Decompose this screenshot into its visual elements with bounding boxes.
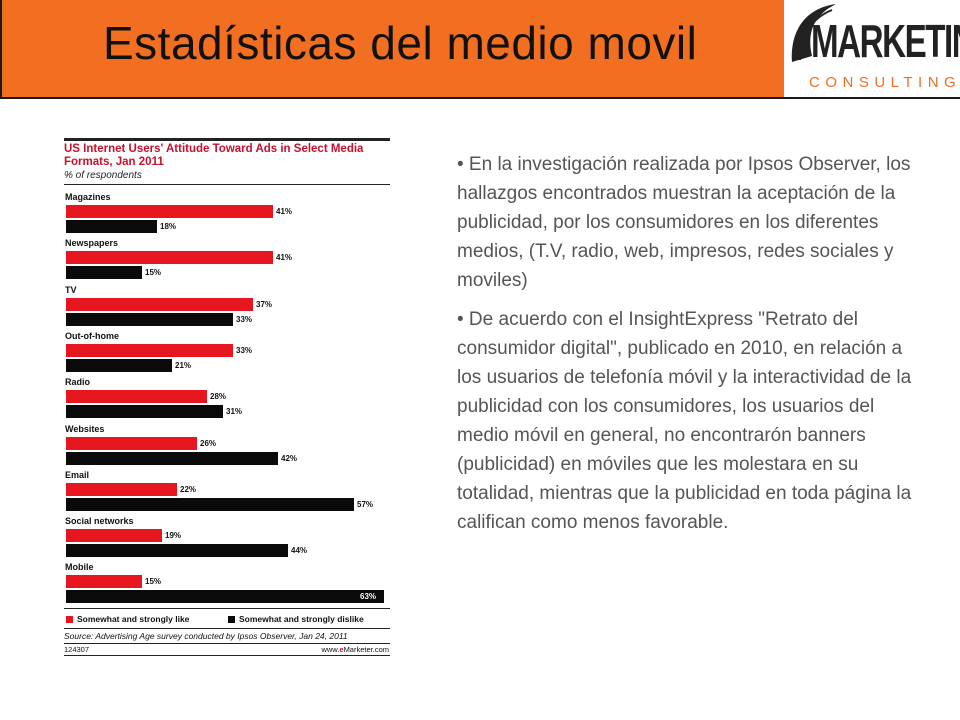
value-label: 57% [357,499,374,509]
logo-swoosh-icon [791,4,836,62]
bar-like [66,482,177,496]
chart-source: Source: Advertising Age survey conducted… [64,631,348,641]
value-label: 41% [276,253,293,263]
bar-dislike [66,544,288,558]
paragraph-insightexpress: • De acuerdo con el InsightExpress "Retr… [457,309,912,533]
chart-footer-id: 124307 [64,645,90,654]
value-label: 41% [276,207,293,216]
paragraph-ipsos: • En la investigación realizada por Ipso… [457,154,911,291]
bar-dislike [66,590,384,604]
value-label: 15% [145,268,162,278]
value-label: 19% [165,531,182,541]
legend-dislike-swatch [228,616,235,623]
value-label: 42% [281,453,298,463]
value-label: 33% [236,314,253,324]
chart-title: US Internet Users' Attitude Toward Ads i… [64,143,364,168]
bar-like [66,343,233,357]
logo-subtitle: CONSULTINGS [809,74,960,91]
value-label: 37% [256,299,273,309]
slide-header: Estadísticas del medio movil MARKETING C… [0,0,960,99]
bar-dislike [66,358,172,372]
bar-like [66,575,142,589]
chart-footer-rule [64,643,390,644]
bar-like [66,205,273,218]
category-label: TV [65,284,77,295]
chart-source-rule [64,628,390,629]
category-label: Social networks [65,516,134,527]
bar-dislike [66,497,354,511]
category-label: Websites [65,423,105,434]
bar-like [66,436,197,450]
category-label: Out-of-home [65,330,119,341]
body-text: • En la investigación realizada por Ipso… [457,150,927,547]
category-label: Mobile [65,562,94,573]
value-label: 18% [160,222,177,231]
category-label: Magazines [65,192,111,202]
value-label: 33% [236,345,253,355]
bar-like [66,390,207,404]
value-label: 22% [180,484,197,494]
bar-dislike [66,312,233,326]
value-label: 28% [210,392,227,402]
value-label: 21% [175,360,192,370]
slide-title: Estadísticas del medio movil [103,17,698,69]
chart-header-rule [64,184,390,185]
logo-wordmark: MARKETING [811,15,960,67]
chart-footer-site: www.eMarketer.com [321,645,389,654]
value-label: 63% [360,592,377,602]
header-divider [0,97,960,99]
bar-dislike [66,220,157,233]
value-label: 15% [145,577,162,587]
marketing-consultings-logo [786,0,960,97]
legend-dislike-label: Somewhat and strongly dislike [239,614,364,624]
bar-like [66,251,273,265]
category-label: Newspapers [65,238,119,249]
bar-like [66,529,162,543]
category-label: Email [65,469,90,480]
header-left-border [0,0,2,98]
bar-dislike [66,266,142,280]
header-orange-band [0,0,784,98]
chart-subtitle: % of respondents [64,170,142,181]
legend-like-label: Somewhat and strongly like [77,614,190,624]
chart-legend-rule [64,608,390,609]
value-label: 31% [226,407,243,417]
bar-dislike [66,405,223,419]
chart-bottom-rule [64,655,390,656]
bar-dislike [66,451,278,465]
value-label: 26% [200,438,217,448]
category-label: Radio [65,377,91,388]
value-label: 44% [291,546,308,556]
bar-like [66,297,253,311]
chart-top-rule [64,138,390,141]
legend-like-swatch [66,616,73,623]
